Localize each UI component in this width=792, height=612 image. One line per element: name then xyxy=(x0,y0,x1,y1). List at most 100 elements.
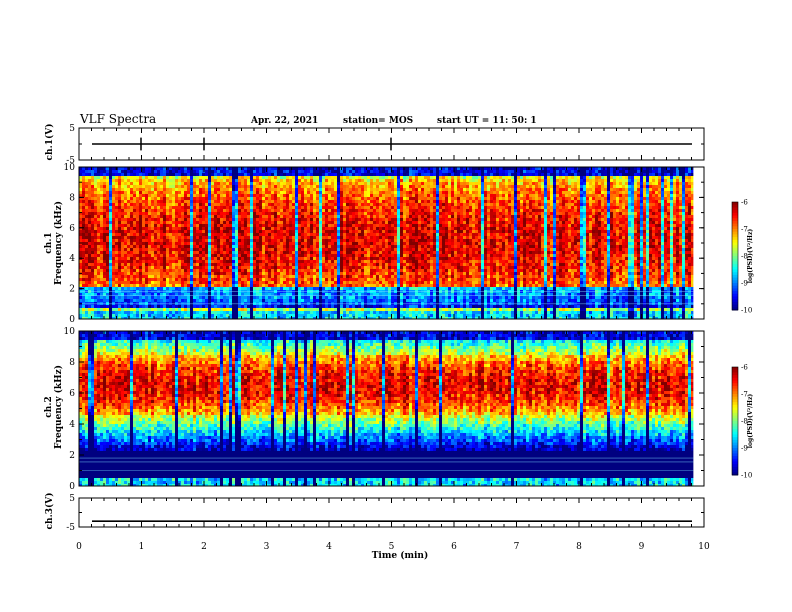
spectrogram-cell xyxy=(352,212,355,215)
spectrogram-cell xyxy=(316,197,319,200)
spectrogram-cell xyxy=(247,176,250,179)
spectrogram-cell xyxy=(328,218,331,221)
spectrogram-cell xyxy=(241,230,244,233)
spectrogram-cell xyxy=(313,191,316,194)
spectrogram-cell xyxy=(166,215,169,218)
spectrogram-cell xyxy=(238,293,241,296)
spectrogram-cell xyxy=(256,263,259,266)
spectrogram-cell xyxy=(208,263,211,266)
spectrogram-cell xyxy=(82,299,85,302)
spectrogram-cell xyxy=(217,173,220,176)
spectrogram-cell xyxy=(94,200,97,203)
spectrogram-cell xyxy=(277,185,280,188)
spectrogram-cell xyxy=(337,215,340,218)
spectrogram-cell xyxy=(343,257,346,260)
spectrogram-cell xyxy=(271,197,274,200)
spectrogram-cell xyxy=(310,278,313,281)
spectrogram-cell xyxy=(130,296,133,299)
spectrogram-cell xyxy=(127,188,130,191)
spectrogram-cell xyxy=(217,212,220,215)
spectrogram-cell xyxy=(130,173,133,176)
spectrogram-cell xyxy=(157,308,160,311)
spectrogram-cell xyxy=(298,275,301,278)
spectrogram-cell xyxy=(214,311,217,314)
spectrogram-cell xyxy=(295,266,298,269)
spectrogram-cell xyxy=(211,212,214,215)
spectrogram-cell xyxy=(346,305,349,308)
spectrogram-cell xyxy=(334,275,337,278)
spectrogram-cell xyxy=(277,233,280,236)
spectrogram-cell xyxy=(355,185,358,188)
spectrogram-cell xyxy=(106,200,109,203)
spectrogram-cell xyxy=(82,218,85,221)
spectrogram-cell xyxy=(316,296,319,299)
spectrogram-cell xyxy=(337,224,340,227)
spectrogram-cell xyxy=(229,185,232,188)
spectrogram-cell xyxy=(259,197,262,200)
spectrogram-cell xyxy=(331,209,334,212)
spectrogram-cell xyxy=(199,251,202,254)
spectrogram-cell xyxy=(193,200,196,203)
spectrogram-cell xyxy=(343,191,346,194)
spectrogram-cell xyxy=(196,206,199,209)
spectrogram-cell xyxy=(313,296,316,299)
spectrogram-cell xyxy=(316,317,319,319)
spectrogram-cell xyxy=(211,263,214,266)
spectrogram-cell xyxy=(103,254,106,257)
spectrogram-cell xyxy=(178,251,181,254)
spectrogram-cell xyxy=(259,215,262,218)
spectrogram-cell xyxy=(244,170,247,173)
spectrogram-cell xyxy=(238,263,241,266)
spectrogram-cell xyxy=(313,227,316,230)
spectrogram-cell xyxy=(211,182,214,185)
spectrogram-cell xyxy=(148,206,151,209)
spectrogram-cell xyxy=(298,209,301,212)
spectrogram-cell xyxy=(253,236,256,239)
spectrogram-cell xyxy=(145,233,148,236)
spectrogram-cell xyxy=(112,263,115,266)
spectrogram-cell xyxy=(223,281,226,284)
spectrogram-cell xyxy=(127,170,130,173)
spectrogram-cell xyxy=(250,188,253,191)
spectrogram-cell xyxy=(226,239,229,242)
spectrogram-cell xyxy=(244,203,247,206)
spectrogram-cell xyxy=(289,293,292,296)
spectrogram-cell xyxy=(319,260,322,263)
spectrogram-cell xyxy=(256,212,259,215)
spectrogram-cell xyxy=(253,239,256,242)
spectrogram-cell xyxy=(334,227,337,230)
spectrogram-cell xyxy=(85,179,88,182)
spectrogram-cell xyxy=(112,191,115,194)
spectrogram-cell xyxy=(115,281,118,284)
spectrogram-cell xyxy=(334,200,337,203)
spectrogram-cell xyxy=(91,230,94,233)
spectrogram-cell xyxy=(292,260,295,263)
spectrogram-cell xyxy=(121,296,124,299)
spectrogram-cell xyxy=(133,197,136,200)
spectrogram-cell xyxy=(226,278,229,281)
spectrogram-cell xyxy=(274,209,277,212)
spectrogram-cell xyxy=(310,218,313,221)
spectrogram-cell xyxy=(202,182,205,185)
spectrogram-cell xyxy=(316,194,319,197)
spectrogram-cell xyxy=(265,194,268,197)
spectrogram-cell xyxy=(160,284,163,287)
spectrogram-cell xyxy=(130,191,133,194)
spectrogram-cell xyxy=(142,230,145,233)
spectrogram-cell xyxy=(283,278,286,281)
spectrogram-cell xyxy=(163,200,166,203)
spectrogram-cell xyxy=(184,242,187,245)
spectrogram-cell xyxy=(157,251,160,254)
spectrogram-cell xyxy=(337,221,340,224)
spectrogram-cell xyxy=(85,209,88,212)
spectrogram-cell xyxy=(88,305,91,308)
spectrogram-cell xyxy=(100,248,103,251)
spectrogram-cell xyxy=(139,269,142,272)
spectrogram-cell xyxy=(292,203,295,206)
spectrogram-cell xyxy=(178,173,181,176)
spectrogram-cell xyxy=(178,281,181,284)
spectrogram-cell xyxy=(265,281,268,284)
spectrogram-cell xyxy=(313,215,316,218)
spectrogram-cell xyxy=(346,173,349,176)
spectrogram-cell xyxy=(235,200,238,203)
